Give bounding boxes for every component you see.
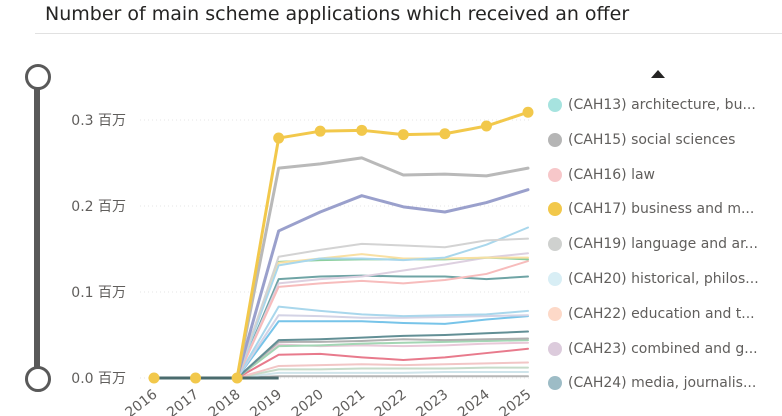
y-tick-label: 0.3 百万 [71, 113, 126, 129]
legend-swatch-icon [548, 376, 562, 391]
legend-label: (CAH19) language and ar... [568, 236, 758, 253]
legend-label: (CAH23) combined and g... [568, 340, 758, 357]
data-point[interactable] [148, 372, 160, 384]
legend-label: (CAH20) historical, philos... [568, 271, 759, 287]
legend-item[interactable]: (CAH23) combined and g... [544, 334, 780, 364]
legend-item[interactable]: (CAH22) education and t... [544, 299, 780, 329]
legend-swatch-icon [548, 237, 562, 252]
x-tick-label: 2024 [455, 386, 493, 416]
legend-label: (CAH16) law [568, 166, 655, 183]
y-axis-zoom-slider[interactable] [23, 64, 51, 392]
slider-handle-top[interactable] [25, 64, 51, 90]
data-point[interactable] [439, 128, 451, 140]
data-point[interactable] [190, 372, 202, 384]
x-tick-label: 2020 [289, 387, 327, 416]
y-axis-ticks: 0.0 百万 0.1 百万 0.2 百万 0.3 百万 [71, 113, 126, 387]
x-tick-label: 2025 [497, 387, 535, 416]
x-tick-label: 2019 [247, 387, 285, 416]
legend-swatch-icon [548, 202, 562, 217]
y-tick-label: 0.2 百万 [71, 199, 126, 215]
legend-swatch-icon [548, 272, 562, 286]
legend-item[interactable]: (CAH19) language and ar... [544, 229, 780, 259]
x-tick-label: 2017 [164, 387, 202, 416]
legend-item[interactable]: (CAH17) business and m... [544, 194, 780, 224]
x-tick-label: 2023 [413, 387, 451, 416]
visual-header: Number of main scheme applications which… [35, 0, 782, 34]
legend-swatch-icon [548, 306, 562, 321]
legend-label: (CAH17) business and m... [568, 201, 755, 218]
data-point[interactable] [480, 120, 492, 132]
data-point[interactable] [314, 125, 326, 137]
legend-swatch-icon [548, 132, 562, 147]
data-point[interactable] [273, 132, 285, 144]
y-tick-label: 0.1 百万 [71, 285, 126, 301]
slider-track[interactable] [34, 76, 40, 378]
x-axis-ticks: 2016 2017 2018 2019 2020 2021 2022 2023 2024 2025 [123, 386, 535, 416]
legend-swatch-icon [548, 98, 562, 112]
legend-label: (CAH15) social sciences [568, 131, 736, 148]
data-point[interactable] [522, 106, 534, 118]
legend-item[interactable]: (CAH15) social sciences [544, 125, 780, 155]
data-point[interactable] [397, 129, 409, 141]
chart-title: Number of main scheme applications which… [45, 3, 630, 25]
series-lines [152, 110, 530, 380]
series-line-9[interactable] [153, 274, 529, 379]
legend-item[interactable]: (CAH24) media, journalis... [544, 368, 780, 398]
y-tick-label: 0.0 百万 [71, 371, 126, 387]
slider-handle-bottom[interactable] [25, 366, 51, 392]
legend-item[interactable]: (CAH13) architecture, bu... [544, 90, 780, 120]
series-markers [148, 106, 534, 384]
x-tick-label: 2016 [123, 386, 161, 416]
series-line-2[interactable] [152, 188, 530, 380]
legend-label: (CAH22) education and t... [568, 305, 755, 322]
legend-label: (CAH24) media, journalis... [568, 375, 757, 392]
legend-label: (CAH13) architecture, bu... [568, 97, 756, 113]
data-point[interactable] [231, 372, 243, 384]
x-tick-label: 2018 [206, 387, 244, 416]
legend-scroll-up-icon[interactable] [651, 69, 665, 79]
legend-item[interactable]: (CAH20) historical, philos... [544, 264, 780, 294]
legend-swatch-icon [548, 167, 562, 182]
x-tick-label: 2022 [372, 387, 410, 416]
data-point[interactable] [356, 124, 368, 136]
x-tick-label: 2021 [330, 387, 368, 416]
legend-item[interactable]: (CAH16) law [544, 160, 780, 190]
legend-swatch-icon [548, 341, 562, 356]
